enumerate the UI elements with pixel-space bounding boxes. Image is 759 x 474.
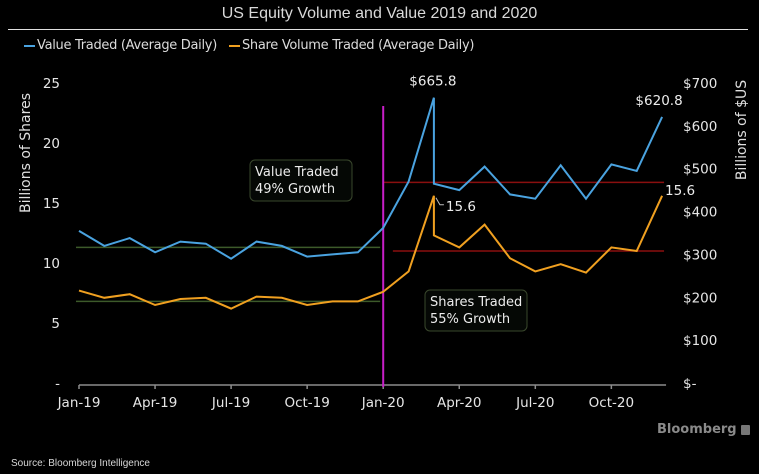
share-volume-line: [78, 195, 664, 310]
bloomberg-icon: [740, 424, 750, 435]
chart-title: US Equity Volume and Value 2019 and 2020: [221, 5, 538, 22]
title-divider: [8, 29, 748, 30]
y-right-tick-label: $300: [683, 247, 717, 263]
y-left-tick-label: 10: [43, 256, 60, 272]
legend-swatch-shares: [228, 44, 240, 47]
shares-growth-box-line2: 55% Growth: [430, 312, 510, 327]
brand-text: Bloomberg: [657, 422, 737, 437]
value-growth-box-line1: Value Traded: [255, 165, 339, 180]
value-traded-line: [78, 97, 664, 260]
legend-item-shares: Share Volume Traded (Average Daily): [228, 38, 475, 53]
x-tick-label: Apr-20: [437, 395, 482, 411]
value-last-label: $620.8: [635, 93, 682, 109]
y-left-tick-label: 25: [43, 76, 60, 92]
y-left-tick-label: 5: [51, 316, 60, 332]
share-last-label: 15.6: [665, 183, 695, 199]
x-tick-label: Jul-20: [515, 395, 554, 411]
value-growth-box: [249, 159, 353, 202]
source-note: Source: Bloomberg Intelligence: [11, 458, 150, 469]
y-left-tick-label: -: [55, 376, 60, 392]
value-peak-label: $665.8: [409, 74, 456, 90]
value-growth-box-line2: 49% Growth: [255, 182, 335, 197]
legend-swatch-value: [24, 44, 35, 47]
x-tick-label: Oct-19: [284, 395, 329, 411]
share-peak-label: 15.6: [446, 199, 476, 215]
legend-item-value: Value Traded (Average Daily): [24, 38, 217, 53]
x-tick-label: Jan-20: [361, 395, 405, 411]
x-tick-label: Oct-20: [589, 395, 634, 411]
y-right-tick-label: $400: [683, 205, 717, 221]
legend-label-value: Value Traded (Average Daily): [37, 38, 217, 53]
x-tick-label: Apr-19: [133, 395, 178, 411]
share-peak-leader: [435, 197, 444, 206]
legend: Value Traded (Average Daily) Share Volum…: [24, 38, 474, 53]
y-right-tick-label: $700: [683, 76, 717, 92]
y-left-tick-label: 20: [43, 136, 60, 152]
legend-label-shares: Share Volume Traded (Average Daily): [241, 38, 475, 53]
y-right-tick-label: $100: [683, 333, 717, 349]
y-right-tick-label: $500: [683, 162, 717, 178]
y-right-tick-label: $200: [683, 290, 717, 306]
x-tick-label: Jul-19: [211, 395, 250, 411]
shares-growth-box: [424, 289, 528, 332]
brand-logo: Bloomberg: [657, 422, 750, 437]
y-left-tick-label: 15: [43, 196, 60, 212]
y-right-tick-label: $-: [683, 376, 697, 392]
y-right-tick-label: $600: [683, 119, 717, 135]
x-tick-label: Jan-19: [57, 395, 101, 411]
shares-growth-box-line1: Shares Traded: [430, 295, 522, 310]
